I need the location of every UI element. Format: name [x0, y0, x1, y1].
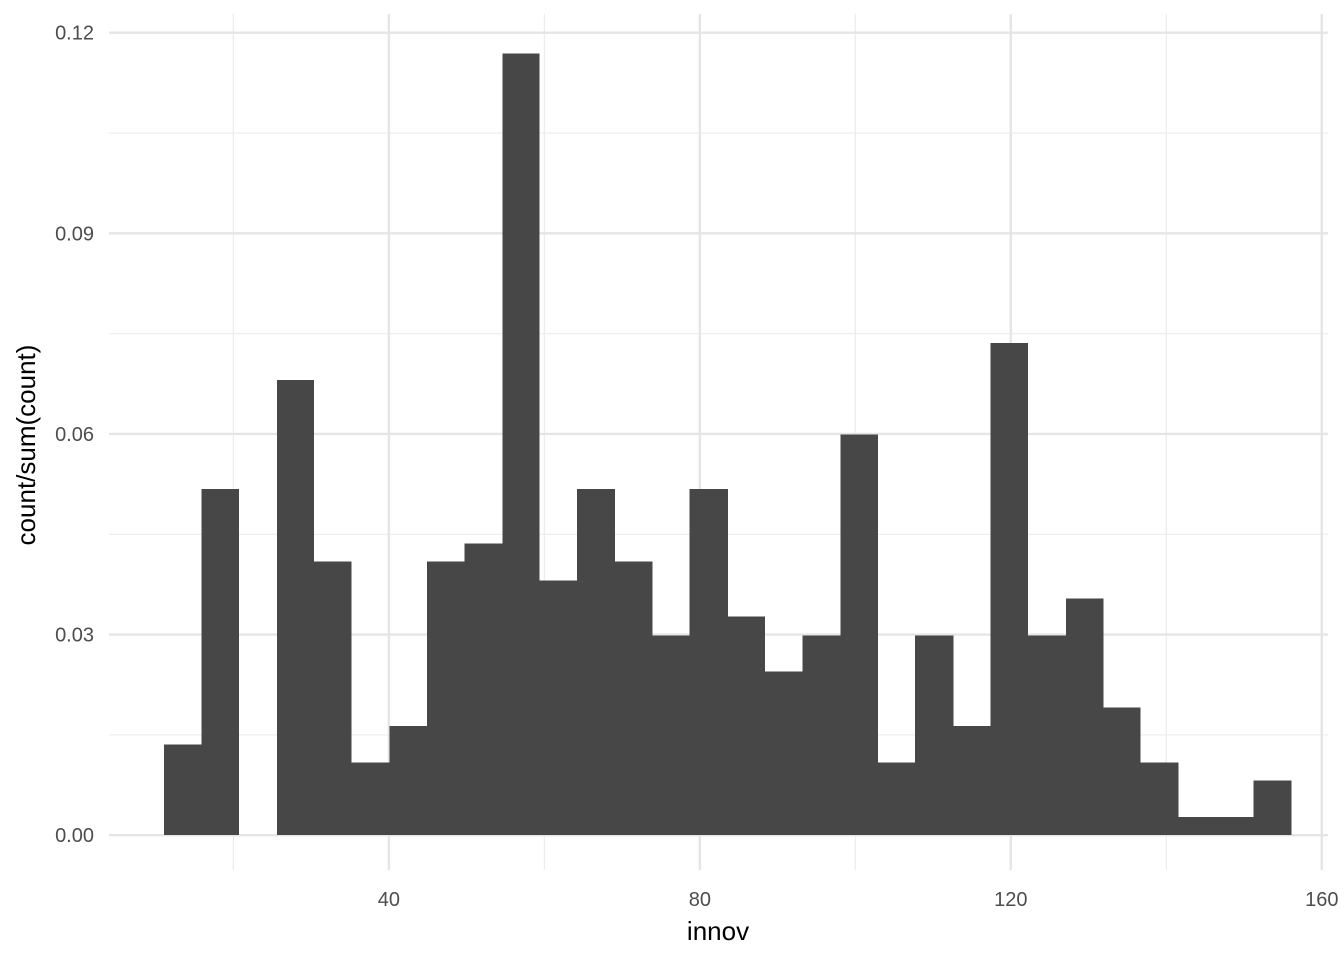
histogram-bar: [1027, 635, 1067, 836]
histogram-bar: [1103, 707, 1141, 836]
histogram-bars: [164, 53, 1292, 836]
histogram-bar: [201, 488, 239, 836]
histogram-bar: [389, 726, 427, 836]
histogram-bar: [1140, 762, 1179, 836]
histogram-bar: [464, 543, 503, 836]
histogram-bar: [1216, 817, 1254, 836]
histogram-bar: [314, 561, 352, 836]
histogram-bar: [1178, 817, 1217, 836]
histogram-bar: [765, 671, 803, 836]
y-axis-title: count/sum(count): [11, 345, 41, 546]
x-tick-label: 80: [689, 889, 711, 911]
histogram-bar: [802, 635, 841, 836]
y-axis-tick-labels: 0.00 0.03 0.06 0.09 0.12: [55, 23, 94, 847]
histogram-bar: [953, 726, 991, 836]
histogram-bar: [164, 744, 202, 836]
x-tick-label: 120: [994, 889, 1027, 911]
histogram-bar: [915, 635, 954, 836]
histogram-bar: [990, 343, 1028, 836]
histogram-bar: [577, 488, 616, 836]
y-tick-label: 0.03: [55, 625, 94, 647]
histogram-bar: [652, 635, 690, 836]
x-axis-tick-labels: 40 80 120 160: [378, 889, 1339, 911]
y-tick-label: 0.06: [55, 424, 94, 446]
histogram-bar: [840, 434, 878, 836]
x-tick-label: 40: [378, 889, 400, 911]
histogram-bar: [1066, 598, 1104, 836]
histogram-bar: [351, 762, 390, 836]
histogram-bar: [539, 580, 578, 836]
histogram-bar: [689, 488, 728, 836]
histogram-bar: [276, 379, 315, 836]
y-tick-label: 0.09: [55, 223, 94, 245]
histogram-bar: [1253, 780, 1292, 836]
x-axis-title: innov: [687, 916, 749, 946]
histogram-bar: [727, 616, 766, 836]
y-tick-label: 0.12: [55, 23, 94, 45]
histogram-bar: [615, 561, 653, 836]
x-tick-label: 160: [1305, 889, 1338, 911]
histogram-bar: [502, 53, 540, 836]
histogram-bar: [426, 561, 465, 836]
y-tick-label: 0.00: [55, 825, 94, 847]
histogram-bar: [877, 762, 916, 836]
